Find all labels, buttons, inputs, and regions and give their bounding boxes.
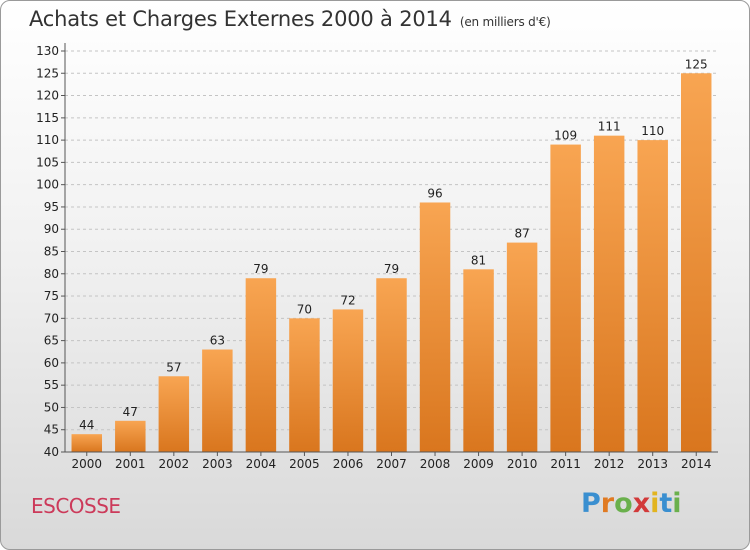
data-label: 44 xyxy=(79,418,94,432)
y-tick-label: 85 xyxy=(44,245,59,259)
y-tick-label: 50 xyxy=(44,400,59,414)
bar xyxy=(637,140,668,452)
x-tick-label: 2000 xyxy=(71,457,102,471)
y-tick-label: 80 xyxy=(44,267,59,281)
logo-letter: t xyxy=(659,488,673,519)
logo-letter: P xyxy=(581,488,601,519)
x-tick-label: 2012 xyxy=(594,457,625,471)
bar xyxy=(463,269,494,452)
y-tick-label: 95 xyxy=(44,200,59,214)
proxiti-logo: Proxiti xyxy=(581,488,682,519)
x-tick-label: 2007 xyxy=(376,457,407,471)
logo-letter: o xyxy=(614,488,633,519)
data-label: 79 xyxy=(253,262,268,276)
title-text: Achats et Charges Externes 2000 à 2014 xyxy=(29,7,452,31)
data-label: 87 xyxy=(514,227,529,241)
data-label: 47 xyxy=(123,405,138,419)
bar xyxy=(245,278,277,452)
bar xyxy=(71,434,103,452)
x-tick-label: 2004 xyxy=(246,457,277,471)
x-tick-label: 2010 xyxy=(507,457,538,471)
data-label: 70 xyxy=(297,302,312,316)
logo-letter: i xyxy=(672,488,682,519)
x-tick-label: 2006 xyxy=(333,457,364,471)
bar xyxy=(115,420,146,452)
x-tick-label: 2002 xyxy=(159,457,190,471)
data-label: 111 xyxy=(598,120,621,134)
y-tick-label: 125 xyxy=(36,66,59,80)
bar xyxy=(593,135,625,452)
y-tick-label: 115 xyxy=(36,111,59,125)
x-tick-label: 2013 xyxy=(637,457,668,471)
data-label: 96 xyxy=(427,186,442,200)
logo-letter: x xyxy=(632,488,651,519)
data-label: 57 xyxy=(166,360,181,374)
y-tick-label: 75 xyxy=(44,289,59,303)
data-label: 63 xyxy=(210,334,225,348)
x-tick-label: 2009 xyxy=(463,457,494,471)
bar xyxy=(550,144,581,453)
bar xyxy=(332,309,364,452)
bar xyxy=(376,278,407,452)
x-tick-label: 2003 xyxy=(202,457,233,471)
logo-letter: i xyxy=(650,488,660,519)
y-tick-label: 100 xyxy=(36,178,59,192)
y-tick-label: 60 xyxy=(44,356,59,370)
bar xyxy=(289,318,320,452)
y-tick-label: 105 xyxy=(36,155,59,169)
bar xyxy=(158,376,190,452)
y-tick-label: 120 xyxy=(36,89,59,103)
x-axis: 2000 2001 2002 2003 2004 2005 2006 2007 2008 2009… xyxy=(65,451,718,471)
chart-subtitle: (en milliers d'€) xyxy=(459,15,551,29)
chart-title: Achats et Charges Externes 2000 à 2014 (e… xyxy=(29,7,551,31)
bar xyxy=(419,202,451,452)
logo-letter: r xyxy=(600,488,615,519)
bar xyxy=(680,73,712,453)
y-axis: 40 45 50 55 60 65 70 75 80 85 90 95 100 105 110 115 120 1… xyxy=(36,43,66,459)
y-tick-label: 65 xyxy=(44,334,59,348)
data-label: 79 xyxy=(384,262,399,276)
x-tick-label: 2005 xyxy=(289,457,320,471)
y-tick-label: 110 xyxy=(36,133,59,147)
data-label: 72 xyxy=(340,293,355,307)
y-tick-label: 90 xyxy=(44,222,59,236)
bar xyxy=(506,242,538,452)
bars: 44 47 57 63 79 70 72 79 96 81 87 109 111 110 125 xyxy=(71,57,712,453)
x-tick-label: 2001 xyxy=(115,457,146,471)
x-tick-label: 2008 xyxy=(420,457,451,471)
y-tick-label: 70 xyxy=(44,311,59,325)
x-tick-label: 2011 xyxy=(550,457,581,471)
bar xyxy=(202,349,233,452)
y-tick-label: 40 xyxy=(44,445,59,459)
y-tick-label: 130 xyxy=(36,44,59,58)
y-tick-label: 45 xyxy=(44,423,59,437)
data-label: 125 xyxy=(685,57,708,71)
x-tick-label: 2014 xyxy=(681,457,712,471)
data-label: 110 xyxy=(641,124,664,138)
data-label: 81 xyxy=(471,253,486,267)
data-label: 109 xyxy=(554,129,577,143)
place-name: ESCOSSE xyxy=(31,494,121,518)
y-tick-label: 55 xyxy=(44,378,59,392)
